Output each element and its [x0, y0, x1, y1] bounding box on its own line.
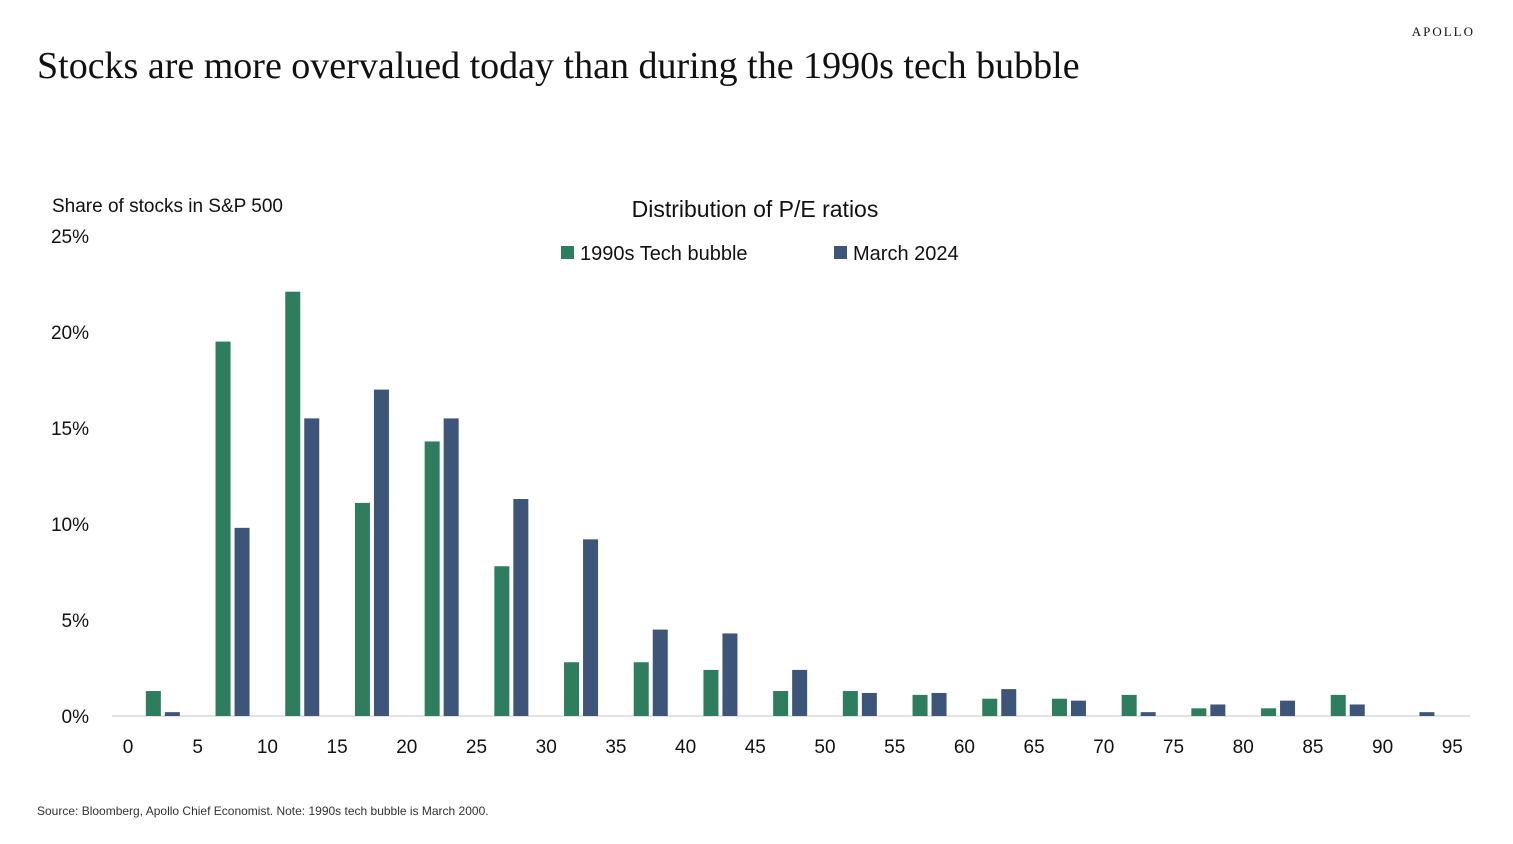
chart-title: Distribution of P/E ratios: [632, 196, 879, 222]
x-tick-label: 90: [1372, 737, 1393, 758]
bar-march-2024: [1001, 689, 1017, 716]
legend: 1990s Tech bubble March 2024: [561, 243, 959, 265]
x-tick-label: 10: [257, 737, 278, 758]
x-tick-label: 30: [536, 737, 557, 758]
x-tick-label: 55: [884, 737, 905, 758]
bar-1990s: [215, 341, 231, 716]
x-tick-label: 15: [327, 737, 348, 758]
legend-swatch-march-2024: [834, 246, 847, 259]
bar-1990s: [633, 662, 649, 716]
bar-1990s: [842, 691, 858, 716]
bar-march-2024: [513, 499, 529, 716]
bar-1990s: [354, 502, 370, 716]
bar-1990s: [1261, 708, 1277, 716]
bar-1990s: [912, 694, 928, 716]
bar-march-2024: [583, 539, 599, 716]
bar-1990s: [1330, 694, 1346, 716]
bar-march-2024: [234, 527, 250, 716]
x-tick-label: 40: [675, 737, 696, 758]
bar-1990s: [703, 669, 719, 716]
bar-march-2024: [1140, 712, 1156, 716]
page-title: Stocks are more overvalued today than du…: [37, 45, 1080, 87]
bar-march-2024: [722, 633, 738, 716]
y-tick-label: 10%: [51, 515, 89, 536]
bar-1990s: [1191, 708, 1207, 716]
bar-march-2024: [792, 669, 808, 716]
x-tick-label: 0: [123, 737, 134, 758]
y-axis-ticks: 0% 5% 10% 15% 20% 25%: [51, 227, 89, 728]
bar-1990s: [564, 662, 580, 716]
bar-1990s: [285, 291, 301, 716]
bar-march-2024: [1280, 700, 1296, 716]
bar-march-2024: [1349, 704, 1365, 716]
bar-1990s: [494, 566, 510, 716]
x-tick-label: 60: [954, 737, 975, 758]
bar-march-2024: [1419, 712, 1435, 716]
x-tick-label: 50: [814, 737, 835, 758]
brand-logo: APOLLO: [1411, 24, 1475, 39]
bars: [145, 291, 1435, 716]
x-tick-label: 70: [1093, 737, 1114, 758]
x-tick-label: 20: [396, 737, 417, 758]
bar-march-2024: [652, 629, 668, 716]
y-axis-label: Share of stocks in S&P 500: [52, 196, 283, 217]
bar-1990s: [1051, 698, 1067, 716]
x-tick-label: 25: [466, 737, 487, 758]
y-tick-label: 25%: [51, 227, 89, 248]
x-tick-label: 80: [1233, 737, 1254, 758]
x-tick-label: 75: [1163, 737, 1184, 758]
bar-march-2024: [931, 692, 947, 716]
x-tick-label: 35: [605, 737, 626, 758]
bar-1990s: [982, 698, 998, 716]
x-axis-ticks: 0 5 10 15 20 25 30 35 40 45 50 55 60 65 70 75 80 85 90 95: [123, 737, 1463, 758]
bar-march-2024: [164, 712, 180, 716]
x-tick-label: 45: [745, 737, 766, 758]
y-tick-label: 0%: [62, 707, 90, 728]
x-tick-label: 95: [1442, 737, 1463, 758]
legend-label-march-2024: March 2024: [853, 243, 959, 265]
bar-march-2024: [443, 418, 459, 716]
y-tick-label: 20%: [51, 323, 89, 344]
y-tick-label: 5%: [62, 611, 90, 632]
bar-1990s: [145, 691, 161, 716]
bar-march-2024: [1070, 700, 1086, 716]
bar-1990s: [424, 441, 440, 716]
x-tick-label: 5: [192, 737, 203, 758]
legend-label-1990s: 1990s Tech bubble: [580, 243, 748, 265]
bar-1990s: [773, 691, 789, 716]
legend-swatch-1990s: [561, 246, 574, 259]
x-tick-label: 85: [1302, 737, 1323, 758]
bar-march-2024: [373, 389, 389, 716]
bar-march-2024: [861, 692, 877, 716]
x-tick-label: 65: [1024, 737, 1045, 758]
y-tick-label: 15%: [51, 419, 89, 440]
bar-1990s: [1121, 694, 1137, 716]
bar-march-2024: [304, 418, 320, 716]
bar-march-2024: [1210, 704, 1226, 716]
source-note: Source: Bloomberg, Apollo Chief Economis…: [37, 804, 489, 818]
